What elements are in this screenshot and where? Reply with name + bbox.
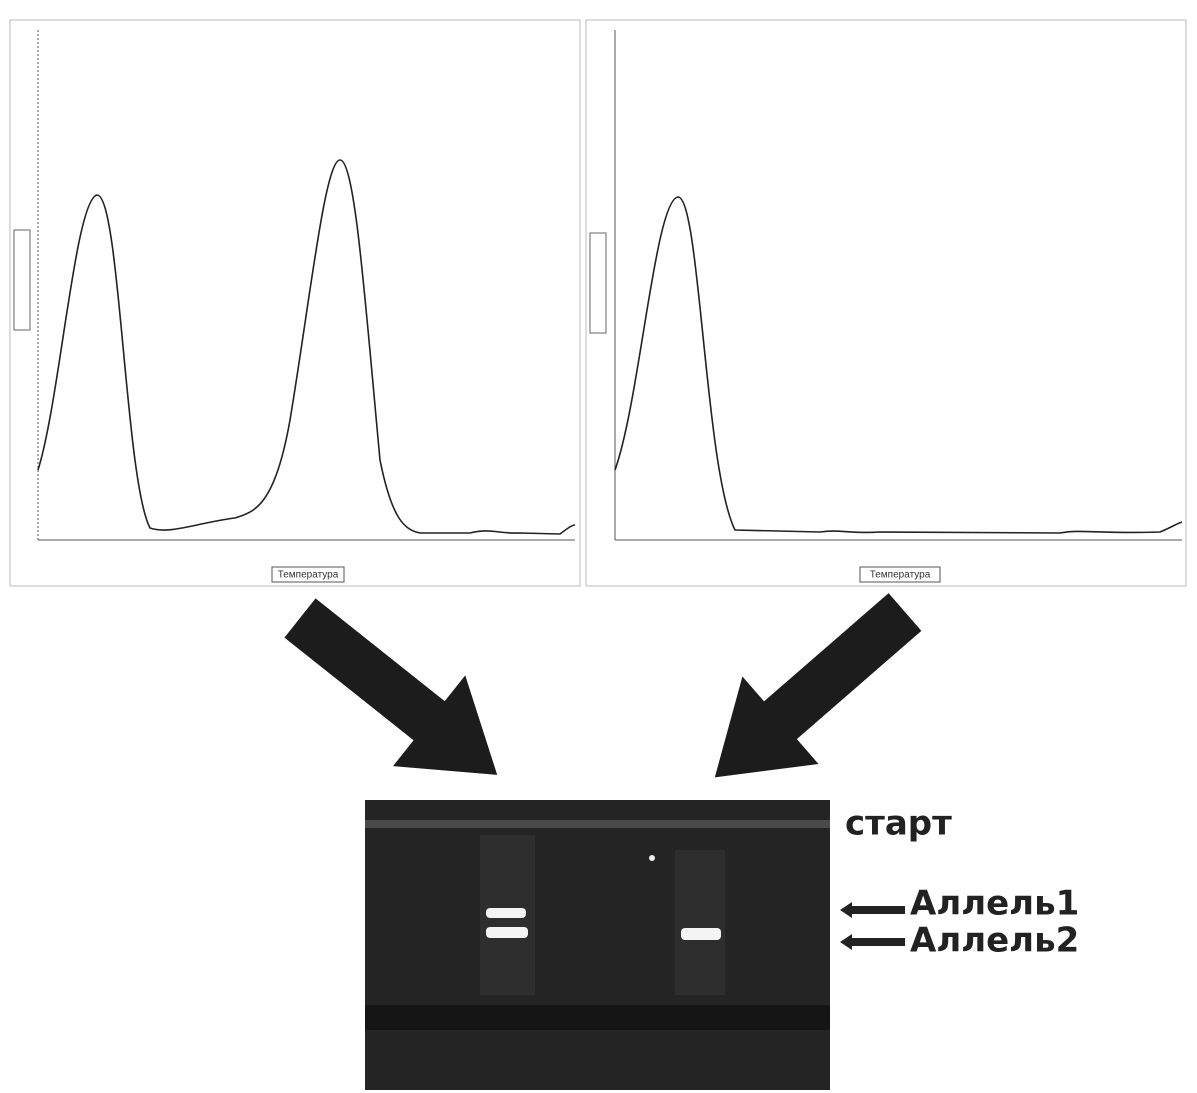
x-axis-label: Температура bbox=[870, 570, 931, 581]
start-wells bbox=[365, 820, 830, 828]
lane bbox=[675, 850, 725, 995]
gel-shadow bbox=[365, 1005, 830, 1030]
gel bbox=[365, 800, 830, 1090]
label-arrow bbox=[840, 934, 905, 950]
plot-frame bbox=[9, 19, 581, 587]
gel-image bbox=[365, 800, 830, 1090]
melt-curve bbox=[614, 196, 1183, 534]
gel-label: Аллель2 bbox=[910, 921, 1079, 961]
spot bbox=[649, 855, 655, 861]
y-label-box bbox=[589, 232, 607, 334]
band bbox=[486, 927, 528, 938]
y-label-box bbox=[13, 229, 31, 331]
arrow bbox=[284, 598, 498, 775]
x-label-box bbox=[859, 566, 941, 583]
x-axis-label: Температура bbox=[278, 570, 339, 581]
melt-curve-plot: Температура bbox=[9, 19, 581, 587]
gel-label: Аллель1 bbox=[910, 884, 1079, 924]
melt-curve bbox=[37, 159, 576, 535]
band bbox=[681, 928, 721, 940]
gel-label: старт bbox=[845, 804, 952, 844]
label-arrow bbox=[840, 902, 905, 918]
melt-curve-plot: Температура bbox=[585, 19, 1187, 587]
x-label-box bbox=[271, 566, 345, 583]
arrow bbox=[714, 593, 922, 778]
band bbox=[486, 908, 526, 918]
plot-frame bbox=[585, 19, 1187, 587]
